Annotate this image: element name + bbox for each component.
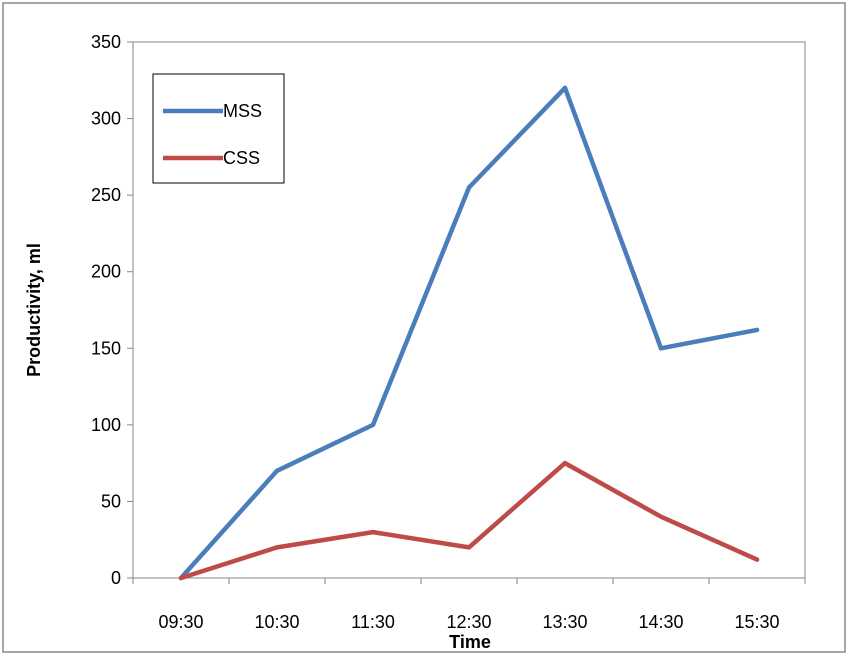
x-axis: 09:30 10:30 11:30 12:30 13:30 14:30 15:30 <box>132 578 806 632</box>
data-point-css <box>658 514 664 519</box>
y-tick-label: 0 <box>111 568 121 588</box>
x-tick-label: 14:30 <box>638 612 683 632</box>
legend-label-css: CSS <box>223 148 260 168</box>
y-tick-label: 200 <box>91 262 121 282</box>
x-tick-label: 12:30 <box>446 612 491 632</box>
y-axis-title: Productivity, ml <box>24 243 44 377</box>
y-tick-label: 300 <box>91 109 121 129</box>
legend-box <box>152 73 285 184</box>
data-point-css <box>274 545 280 550</box>
series-layer <box>178 85 760 581</box>
data-point-css <box>754 557 760 562</box>
x-tick-label: 15:30 <box>734 612 779 632</box>
x-tick-label: 13:30 <box>542 612 587 632</box>
data-point-css <box>466 545 472 550</box>
data-point-css <box>370 529 376 535</box>
x-axis-title: Time <box>449 632 491 652</box>
y-tick-label: 350 <box>91 32 121 52</box>
legend-label-mss: MSS <box>223 101 262 121</box>
x-tick-label: 11:30 <box>351 612 395 632</box>
y-tick-label: 150 <box>91 338 121 358</box>
data-point-mss <box>466 185 472 190</box>
data-point-css <box>562 460 568 466</box>
data-point-mss <box>754 327 760 333</box>
y-axis: 0 50 100 150 200 250 300 350 <box>91 32 133 588</box>
x-tick-label: 09:30 <box>158 612 203 632</box>
y-tick-label: 50 <box>101 491 121 511</box>
legend: MSS CSS <box>152 73 285 184</box>
data-point-mss <box>370 422 376 428</box>
y-tick-label: 100 <box>91 415 121 435</box>
data-point-mss <box>658 346 664 351</box>
data-point-css <box>178 575 184 581</box>
data-point-mss <box>562 85 568 91</box>
data-point-mss <box>274 468 280 473</box>
x-tick-label: 10:30 <box>254 612 299 632</box>
y-tick-label: 250 <box>91 185 121 205</box>
